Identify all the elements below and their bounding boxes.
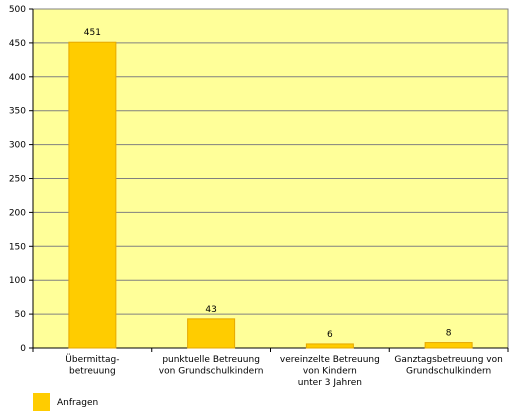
y-tick-label: 400 bbox=[9, 73, 26, 83]
data-label: 6 bbox=[327, 330, 333, 340]
y-tick-label: 0 bbox=[20, 344, 26, 354]
bar bbox=[187, 318, 236, 349]
legend-swatch bbox=[33, 393, 50, 411]
y-tick-label: 200 bbox=[9, 208, 26, 218]
x-tick-label: Übermittag-betreuung bbox=[65, 354, 119, 377]
bar bbox=[305, 343, 354, 349]
x-tick-label: punktuelle Betreuung von Grundschulkinder… bbox=[159, 355, 264, 377]
bar bbox=[424, 342, 473, 349]
y-tick-label: 150 bbox=[9, 242, 26, 252]
x-tick-label: vereinzelte Betreuung von Kindern unter 3 … bbox=[280, 355, 380, 388]
bar bbox=[68, 41, 117, 349]
y-tick-label: 50 bbox=[15, 310, 27, 320]
data-label: 451 bbox=[84, 28, 101, 38]
data-label: 43 bbox=[205, 305, 216, 315]
y-tick-label: 300 bbox=[9, 141, 26, 151]
y-tick-label: 450 bbox=[9, 39, 26, 49]
y-tick-label: 250 bbox=[9, 175, 26, 185]
x-tick-label: Ganztagsbetreuung von Grundschulkindern bbox=[394, 355, 502, 377]
y-tick-label: 350 bbox=[9, 107, 26, 117]
y-tick-label: 500 bbox=[9, 5, 26, 15]
data-label: 8 bbox=[446, 329, 452, 339]
y-tick-label: 100 bbox=[9, 276, 26, 286]
legend-label: Anfragen bbox=[57, 398, 98, 408]
